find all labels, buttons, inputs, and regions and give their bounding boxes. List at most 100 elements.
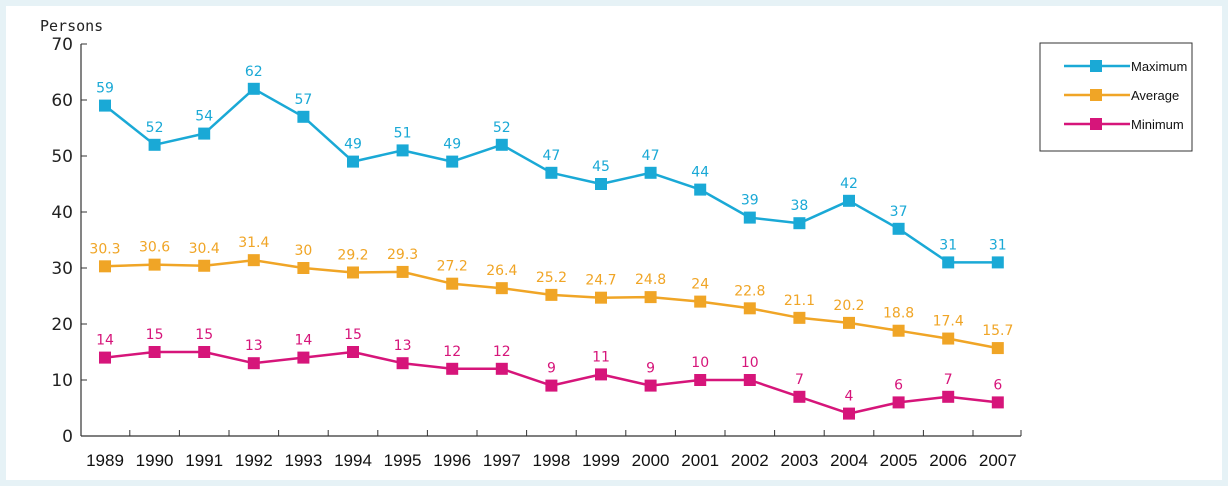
data-point-minimum [297, 351, 310, 364]
data-point-average [694, 295, 707, 308]
x-tick-label: 2007 [979, 451, 1017, 470]
legend-label-minimum: Minimum [1131, 117, 1184, 132]
x-tick-label: 1990 [136, 451, 174, 470]
legend-label-average: Average [1131, 88, 1179, 103]
data-label-maximum: 31 [939, 237, 957, 253]
x-tick-label: 1991 [185, 451, 223, 470]
data-point-average [347, 266, 359, 279]
data-label-maximum: 31 [989, 237, 1007, 253]
data-point-average [991, 342, 1004, 355]
series-average: 30.3 30.6 30.4 31.4 30 29.2 29.3 27.2 26.4 25.2 24… [89, 235, 1013, 355]
legend-box [1039, 42, 1193, 152]
data-point-maximum [198, 127, 211, 140]
data-label-minimum: 7 [944, 372, 953, 388]
y-tick-label: 60 [51, 91, 73, 111]
data-point-minimum [198, 346, 211, 358]
data-label-average: 30.3 [89, 241, 120, 257]
data-label-average: 30 [294, 243, 312, 259]
x-tick-label: 2003 [780, 451, 818, 470]
data-label-minimum: 11 [592, 349, 610, 365]
y-tick-label: 30 [51, 259, 73, 279]
data-point-average [892, 324, 905, 337]
data-label-maximum: 51 [394, 125, 412, 141]
x-tick-label: 1995 [384, 451, 422, 470]
data-label-maximum: 59 [96, 81, 114, 97]
data-point-average [545, 288, 558, 301]
data-point-maximum [297, 110, 310, 123]
data-label-minimum: 7 [795, 372, 804, 388]
data-point-maximum [694, 183, 707, 196]
legend-marker-maximum [1090, 60, 1102, 72]
data-label-average: 20.2 [833, 298, 864, 314]
data-label-average: 15.7 [982, 323, 1013, 339]
legend-item-maximum: Maximum [1064, 59, 1187, 74]
x-tick-label: 1999 [582, 451, 620, 470]
data-label-average: 24 [691, 277, 709, 293]
data-point-average [198, 259, 211, 272]
x-tick-label: 1994 [334, 451, 372, 470]
data-label-average: 26.4 [486, 263, 517, 279]
data-point-minimum [694, 374, 707, 386]
data-point-minimum [595, 368, 607, 381]
data-point-average [297, 262, 310, 274]
data-label-maximum: 52 [493, 120, 511, 136]
legend-marker-average [1090, 89, 1102, 101]
y-tick-label: 50 [51, 147, 73, 167]
data-point-minimum [644, 379, 657, 392]
legend-label-maximum: Maximum [1131, 59, 1187, 74]
data-point-average [396, 265, 409, 278]
data-label-average: 27.2 [437, 259, 468, 275]
data-point-maximum [148, 138, 161, 151]
data-label-maximum: 49 [344, 137, 362, 153]
data-point-minimum [347, 346, 359, 358]
data-point-average [495, 282, 508, 295]
data-point-maximum [247, 82, 260, 95]
data-point-maximum [495, 138, 508, 151]
data-label-average: 18.8 [883, 306, 914, 322]
y-tick-label: 40 [51, 203, 73, 223]
data-point-minimum [446, 362, 459, 375]
data-label-minimum: 12 [443, 344, 461, 360]
legend-item-minimum: Minimum [1064, 117, 1184, 132]
data-label-maximum: 52 [146, 120, 164, 136]
data-label-minimum: 6 [894, 377, 903, 393]
data-label-minimum: 15 [195, 327, 213, 343]
data-point-minimum [148, 346, 161, 358]
data-label-minimum: 14 [96, 333, 114, 349]
data-point-maximum [545, 166, 558, 179]
data-label-minimum: 14 [294, 333, 312, 349]
data-label-average: 17.4 [933, 314, 964, 330]
data-label-maximum: 42 [840, 176, 858, 192]
data-point-minimum [545, 379, 558, 392]
legend-item-average: Average [1064, 88, 1179, 103]
data-label-maximum: 54 [195, 109, 213, 125]
legend: Maximum Average Minimum [1039, 42, 1193, 152]
data-label-maximum: 62 [245, 64, 263, 80]
data-label-maximum: 47 [642, 148, 660, 164]
data-label-maximum: 39 [741, 193, 759, 209]
data-label-maximum: 38 [790, 198, 808, 214]
data-label-minimum: 10 [691, 355, 709, 371]
data-label-minimum: 15 [146, 327, 164, 343]
x-tick-label: 1997 [483, 451, 521, 470]
x-tick-label: 2002 [731, 451, 769, 470]
data-point-minimum [495, 362, 508, 375]
data-point-maximum [595, 178, 607, 190]
data-point-maximum [991, 256, 1004, 269]
data-point-minimum [743, 374, 756, 386]
x-tick-label: 2005 [880, 451, 918, 470]
data-point-minimum [991, 396, 1004, 409]
data-point-minimum [942, 390, 955, 403]
data-point-average [148, 258, 161, 271]
data-point-average [942, 332, 955, 345]
data-point-average [743, 302, 756, 315]
data-point-minimum [892, 396, 905, 409]
data-label-minimum: 4 [845, 389, 854, 405]
x-tick-label: 2001 [681, 451, 719, 470]
data-point-minimum [247, 357, 260, 370]
y-tick-label: 0 [62, 427, 73, 447]
data-label-minimum: 9 [547, 361, 556, 377]
data-label-average: 21.1 [784, 293, 815, 309]
data-point-average [99, 260, 111, 273]
